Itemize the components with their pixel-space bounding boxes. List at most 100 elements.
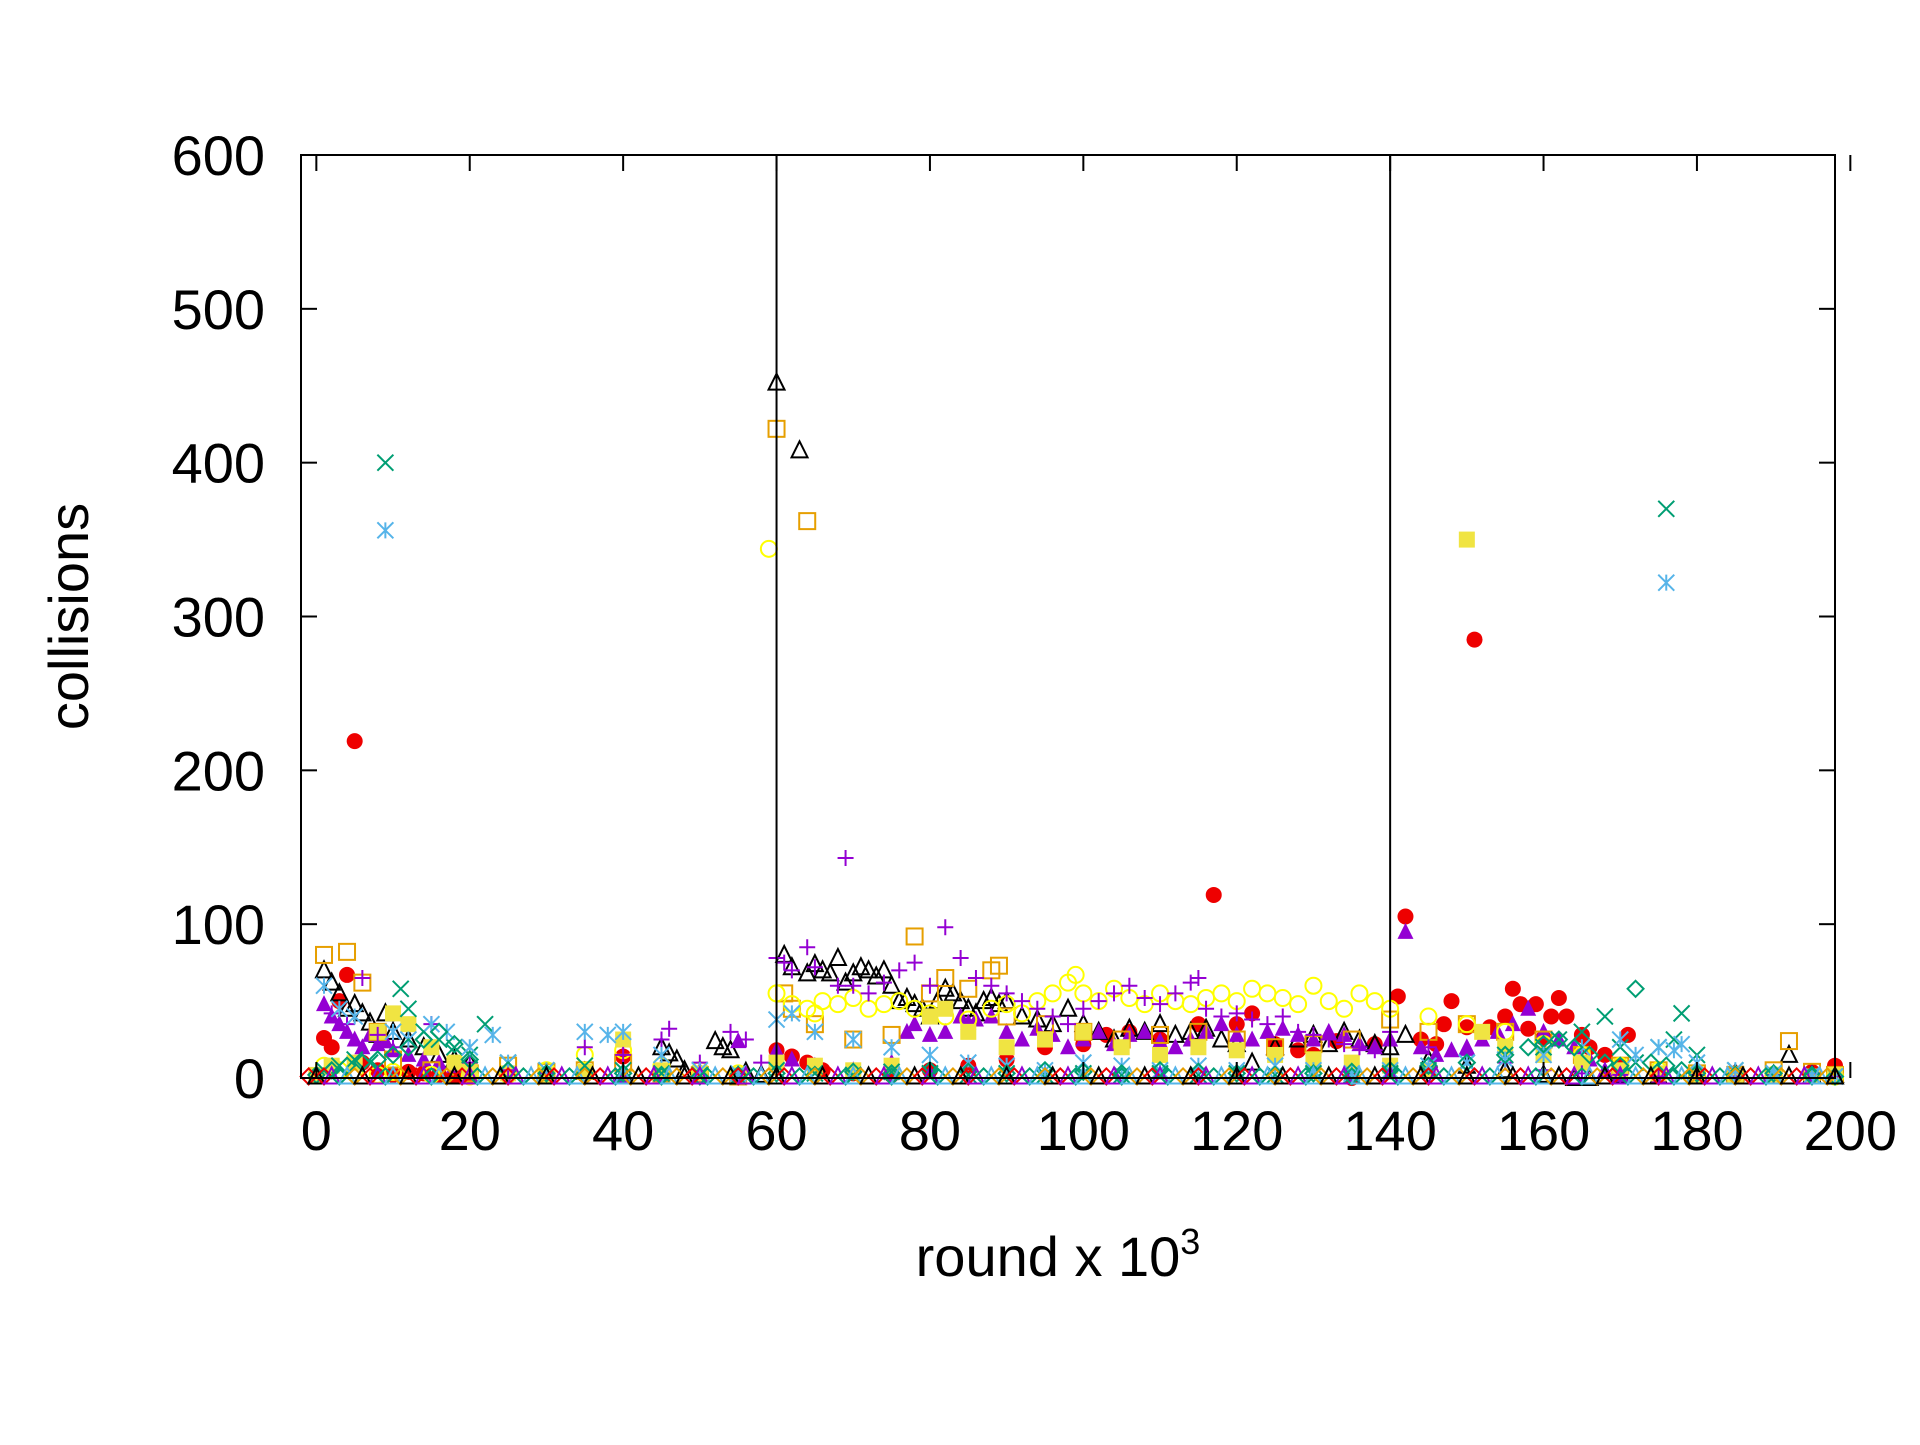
data-point	[812, 959, 833, 979]
data-point	[1748, 1065, 1768, 1085]
data-point	[368, 1065, 388, 1085]
data-point	[338, 942, 357, 961]
data-point	[981, 986, 1001, 1007]
data-point	[323, 1005, 340, 1022]
data-point	[1058, 1065, 1078, 1085]
data-point	[797, 1065, 817, 1085]
data-point	[444, 1065, 465, 1085]
data-point	[720, 1065, 741, 1085]
data-point	[1420, 1039, 1437, 1056]
data-point	[1012, 1005, 1032, 1025]
data-point	[1267, 1046, 1284, 1063]
data-point	[1152, 1032, 1169, 1049]
data-point	[446, 1054, 463, 1071]
data-point	[835, 971, 856, 991]
data-point	[1641, 1053, 1661, 1073]
data-point	[352, 1053, 372, 1073]
data-point	[628, 1065, 649, 1085]
y-tick-label: 200	[172, 739, 265, 802]
data-point	[776, 954, 793, 971]
data-point	[820, 962, 840, 982]
data-point	[1066, 965, 1085, 984]
data-point	[1290, 1023, 1307, 1040]
data-point	[599, 1026, 617, 1044]
plot-frame	[300, 154, 1836, 1079]
divider-lines	[775, 155, 1392, 1078]
data-point	[998, 1022, 1015, 1039]
data-point	[905, 927, 924, 946]
data-point	[837, 850, 854, 867]
data-point	[376, 453, 395, 472]
data-point	[690, 1065, 710, 1085]
data-point	[1244, 1030, 1261, 1047]
data-point	[1558, 1008, 1575, 1025]
data-point	[874, 1065, 894, 1085]
data-point	[1779, 1043, 1799, 1063]
data-point	[1027, 1065, 1047, 1085]
data-point	[1152, 1046, 1169, 1063]
data-point	[653, 1031, 670, 1048]
data-point	[345, 1007, 364, 1026]
data-point	[1366, 1042, 1383, 1059]
data-point	[1457, 1065, 1477, 1085]
data-point	[1104, 1065, 1124, 1085]
data-point	[1228, 1025, 1245, 1042]
data-point	[652, 1046, 671, 1064]
data-point	[806, 1023, 824, 1041]
data-point	[1228, 1005, 1245, 1022]
data-point	[1543, 1008, 1560, 1025]
x-axis-label-text: round x 10	[916, 1225, 1181, 1288]
data-point	[843, 1065, 863, 1085]
data-point	[1211, 1065, 1232, 1085]
data-point	[582, 1065, 603, 1085]
data-point	[383, 1065, 403, 1085]
data-point	[1518, 1037, 1538, 1057]
data-point	[1090, 1022, 1107, 1039]
data-point	[720, 1039, 741, 1059]
data-point	[352, 1065, 372, 1085]
data-point	[881, 974, 902, 994]
data-point	[354, 970, 371, 987]
data-point	[935, 977, 955, 997]
y-tick-label: 100	[172, 893, 265, 956]
data-point	[1073, 1062, 1093, 1082]
data-point	[1411, 1065, 1431, 1085]
data-point	[1274, 1019, 1291, 1036]
data-point	[860, 985, 877, 1002]
data-point	[1319, 992, 1338, 1011]
data-point	[1119, 1065, 1139, 1085]
data-point	[1242, 1065, 1262, 1085]
data-point	[1305, 1051, 1322, 1068]
data-point	[799, 939, 816, 956]
x-tick-label: 200	[1804, 1099, 1897, 1162]
data-point	[1335, 999, 1354, 1018]
data-point	[674, 1065, 695, 1085]
data-point	[759, 539, 778, 558]
data-point	[1665, 1041, 1683, 1060]
data-point	[476, 1015, 494, 1033]
x-axis-label-superscript: 3	[1180, 1221, 1200, 1262]
data-point	[1702, 1065, 1722, 1085]
data-point	[552, 1065, 572, 1085]
data-point	[1342, 1062, 1362, 1082]
x-tick-label: 20	[439, 1099, 501, 1162]
data-point	[882, 1038, 901, 1056]
data-point	[1656, 1065, 1676, 1085]
data-point	[1073, 1065, 1093, 1085]
data-point	[667, 1048, 687, 1068]
data-point	[1113, 1039, 1130, 1056]
data-point	[1349, 1065, 1370, 1085]
data-point	[1336, 1036, 1353, 1053]
data-point	[1443, 1041, 1460, 1058]
data-point	[346, 733, 363, 750]
data-point	[576, 1039, 593, 1056]
data-point	[1273, 1065, 1293, 1085]
data-point	[1641, 1065, 1661, 1085]
data-point	[613, 1065, 633, 1085]
data-point	[920, 1065, 940, 1085]
data-point	[845, 977, 862, 994]
data-point	[1305, 1026, 1322, 1043]
data-point	[1058, 997, 1078, 1017]
